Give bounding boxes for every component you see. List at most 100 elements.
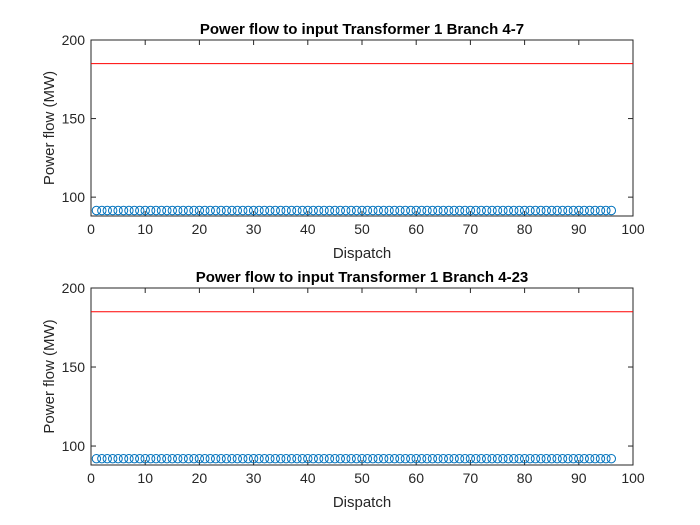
data-point <box>378 205 389 216</box>
data-point <box>471 205 481 216</box>
x-tick-label: 100 <box>621 470 645 486</box>
data-point <box>151 205 161 216</box>
chart-title: Power flow to input Transformer 1 Branch… <box>196 269 529 286</box>
data-point <box>259 453 270 464</box>
data-point <box>194 205 205 216</box>
data-point <box>140 205 150 216</box>
data-point <box>97 453 107 464</box>
data-point <box>606 453 617 464</box>
x-tick-label: 80 <box>517 221 533 237</box>
x-tick-label: 40 <box>300 221 316 237</box>
data-point <box>265 453 275 464</box>
data-point <box>297 205 308 216</box>
x-tick-label: 80 <box>517 470 533 486</box>
data-point <box>97 205 107 216</box>
data-point <box>313 453 324 464</box>
data-point <box>243 453 253 464</box>
data-point <box>400 205 411 216</box>
x-tick-label: 90 <box>571 221 587 237</box>
data-point <box>460 205 470 216</box>
data-point <box>346 205 356 216</box>
data-point <box>91 205 102 216</box>
data-point <box>541 205 551 216</box>
data-point <box>433 205 443 216</box>
data-point <box>476 453 486 464</box>
data-point <box>308 205 318 216</box>
data-point <box>384 205 394 216</box>
data-point <box>216 205 226 216</box>
data-point <box>595 453 606 464</box>
data-point <box>400 453 411 464</box>
data-point <box>276 205 286 216</box>
x-tick-label: 90 <box>571 470 587 486</box>
data-point <box>238 453 248 464</box>
data-point <box>449 205 459 216</box>
data-point <box>547 205 557 216</box>
data-point <box>248 205 259 216</box>
x-tick-label: 0 <box>87 221 95 237</box>
data-point <box>476 205 486 216</box>
data-point <box>422 453 432 464</box>
data-point <box>416 205 427 216</box>
data-point <box>113 453 123 464</box>
y-tick-label: 150 <box>62 359 86 375</box>
data-point <box>102 205 112 216</box>
data-point <box>568 453 579 464</box>
data-point <box>270 205 280 216</box>
data-point <box>444 453 454 464</box>
chart-2: Power flow to input Transformer 1 Branch… <box>41 269 645 511</box>
data-point <box>590 205 600 216</box>
x-axis-label: Dispatch <box>333 494 391 511</box>
data-point <box>173 205 183 216</box>
data-point <box>422 205 432 216</box>
data-point <box>438 453 448 464</box>
data-point <box>530 205 541 216</box>
data-point <box>509 453 519 464</box>
data-point <box>406 205 416 216</box>
data-point <box>362 205 373 216</box>
x-tick-label: 70 <box>463 221 479 237</box>
data-point <box>232 205 243 216</box>
data-point <box>487 205 497 216</box>
data-point <box>438 205 448 216</box>
data-point <box>498 453 508 464</box>
data-point <box>330 453 340 464</box>
data-point <box>465 205 476 216</box>
data-point <box>547 453 557 464</box>
data-point <box>454 205 465 216</box>
data-point <box>124 453 134 464</box>
data-point <box>107 205 118 216</box>
data-point <box>433 453 443 464</box>
data-point <box>270 453 280 464</box>
data-point <box>601 205 611 216</box>
data-point <box>368 453 378 464</box>
data-point <box>330 205 340 216</box>
data-point <box>579 205 589 216</box>
data-point <box>536 205 546 216</box>
data-point <box>541 453 551 464</box>
data-point <box>492 453 503 464</box>
data-point <box>552 205 562 216</box>
data-point <box>525 453 535 464</box>
data-point <box>378 453 389 464</box>
data-point <box>525 205 535 216</box>
data-point <box>162 453 172 464</box>
data-point <box>427 205 438 216</box>
data-point <box>389 453 400 464</box>
data-point <box>292 205 302 216</box>
data-point <box>297 453 308 464</box>
x-tick-label: 20 <box>192 470 208 486</box>
data-point <box>189 205 199 216</box>
data-point <box>140 453 150 464</box>
data-point <box>194 453 205 464</box>
x-tick-label: 60 <box>408 221 424 237</box>
data-point <box>118 205 129 216</box>
data-point <box>313 205 324 216</box>
data-point <box>124 205 134 216</box>
data-point <box>145 453 156 464</box>
data-point <box>319 453 329 464</box>
data-point <box>129 205 140 216</box>
data-point <box>151 453 161 464</box>
data-point <box>351 205 362 216</box>
y-tick-label: 100 <box>62 438 86 454</box>
